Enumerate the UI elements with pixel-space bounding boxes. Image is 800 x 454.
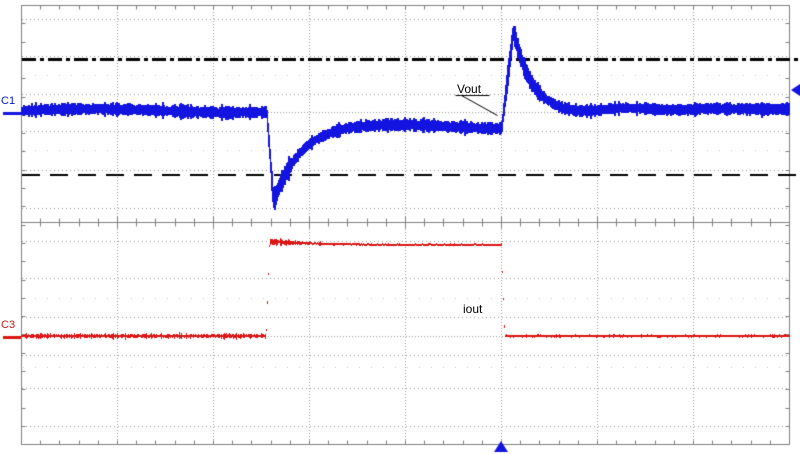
oscilloscope-display: C1 C3 Vout iout bbox=[0, 0, 800, 454]
waveform-canvas[interactable] bbox=[0, 0, 800, 454]
